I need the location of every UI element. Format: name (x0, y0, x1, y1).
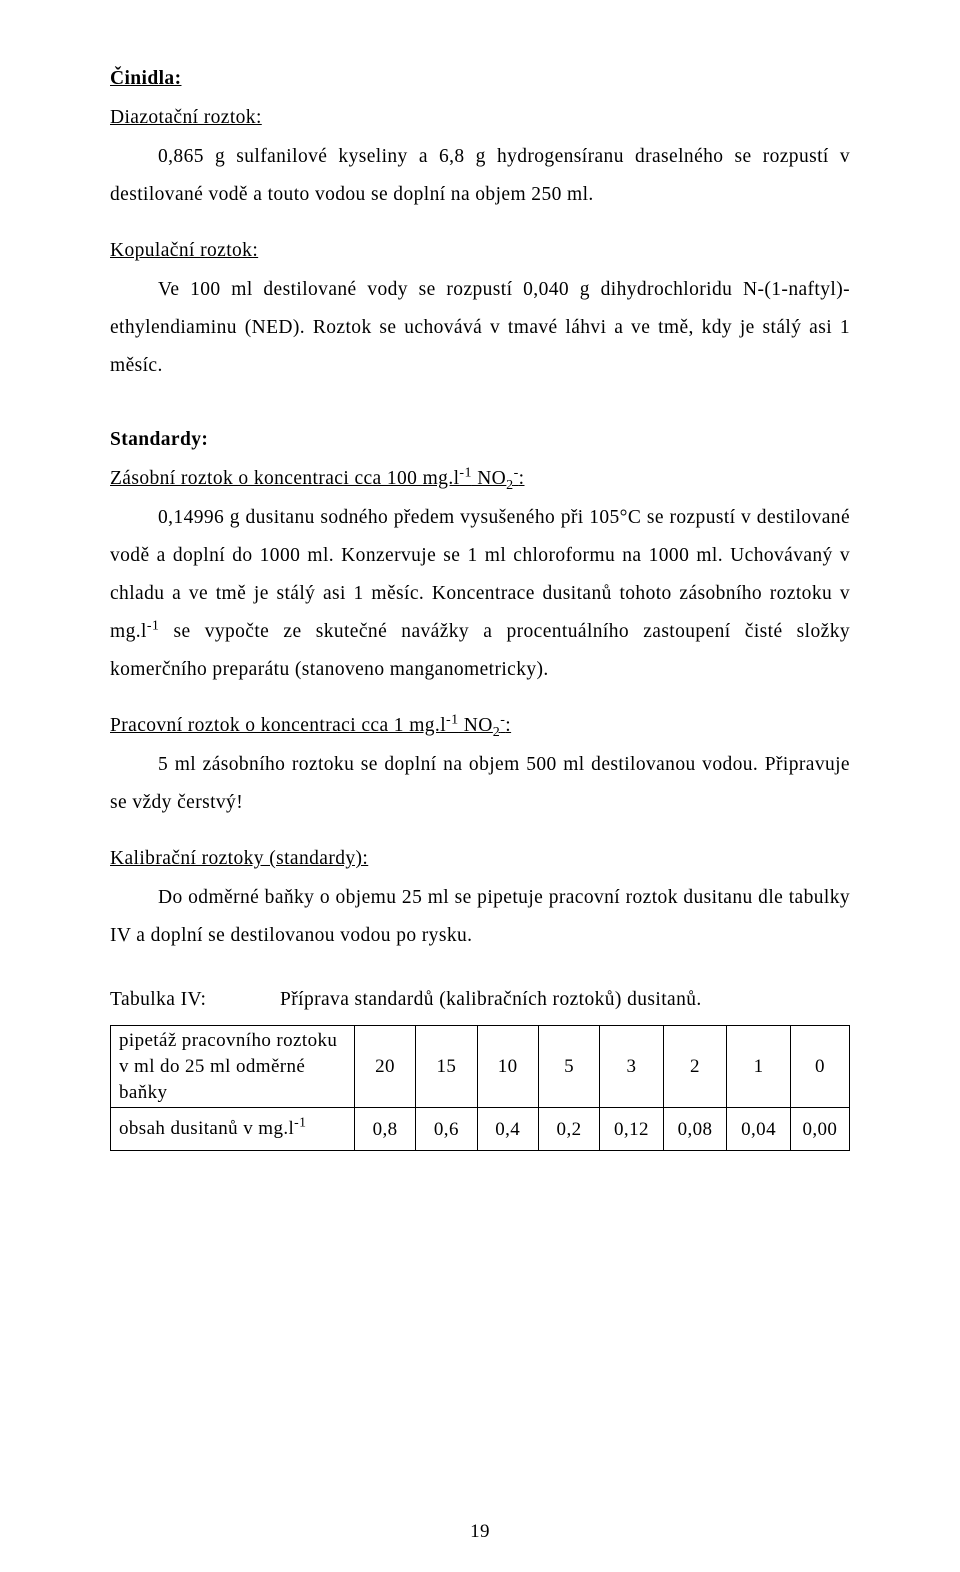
zasobni-body-b: se vypočte ze skutečné navážky a procent… (110, 621, 850, 680)
row2-label: obsah dusitanů v mg.l-1 (111, 1108, 355, 1151)
zasobni-pre: Zásobní roztok o koncentraci cca 100 mg.… (110, 468, 459, 489)
zasobni-sub: 2 (506, 477, 513, 493)
pracovni-exp: -1 (446, 712, 459, 728)
table-label-key: Tabulka IV: (110, 981, 280, 1019)
cell: 0,00 (790, 1108, 849, 1151)
document-page: Činidla: Diazotační roztok: 0,865 g sulf… (0, 0, 960, 1572)
pracovni-pre: Pracovní roztok o koncentraci cca 1 mg.l (110, 715, 446, 736)
standards-table: pipetáž pracovního roztoku v ml do 25 ml… (110, 1025, 850, 1151)
row2-label-a: obsah dusitanů v mg.l (119, 1118, 294, 1139)
subheading-kopul: Kopulační roztok: (110, 232, 850, 270)
paragraph-kalibr: Do odměrné baňky o objemu 25 ml se pipet… (110, 879, 850, 955)
cell: 0,04 (727, 1108, 791, 1151)
cell: 0 (790, 1026, 849, 1108)
heading-cinidla: Činidla: (110, 60, 850, 98)
heading-standardy: Standardy: (110, 421, 850, 459)
table-row: obsah dusitanů v mg.l-1 0,8 0,6 0,4 0,2 … (111, 1108, 850, 1151)
table-label-text: Příprava standardů (kalibračních roztoků… (280, 989, 702, 1010)
cell: 5 (538, 1026, 599, 1108)
table-caption: Tabulka IV:Příprava standardů (kalibračn… (110, 981, 850, 1019)
subheading-zasobni: Zásobní roztok o koncentraci cca 100 mg.… (110, 460, 850, 498)
paragraph-zasobni: 0,14996 g dusitanu sodného předem vysuše… (110, 499, 850, 689)
zasobni-body-exp: -1 (147, 618, 160, 634)
cell: 3 (600, 1026, 664, 1108)
paragraph-kopul: Ve 100 ml destilované vody se rozpustí 0… (110, 271, 850, 385)
pracovni-end: : (505, 715, 511, 736)
cell: 0,12 (600, 1108, 664, 1151)
cell: 0,6 (416, 1108, 477, 1151)
zasobni-end: : (519, 468, 525, 489)
pracovni-mid: NO (459, 715, 493, 736)
zasobni-exp: -1 (459, 465, 472, 481)
cell: 0,4 (477, 1108, 538, 1151)
table-row: pipetáž pracovního roztoku v ml do 25 ml… (111, 1026, 850, 1108)
paragraph-diazo: 0,865 g sulfanilové kyseliny a 6,8 g hyd… (110, 138, 850, 214)
subheading-pracovni: Pracovní roztok o koncentraci cca 1 mg.l… (110, 707, 850, 745)
cell: 15 (416, 1026, 477, 1108)
cell: 10 (477, 1026, 538, 1108)
page-number: 19 (0, 1513, 960, 1550)
paragraph-pracovni: 5 ml zásobního roztoku se doplní na obje… (110, 746, 850, 822)
cell: 0,08 (663, 1108, 727, 1151)
row1-label: pipetáž pracovního roztoku v ml do 25 ml… (111, 1026, 355, 1108)
cell: 0,2 (538, 1108, 599, 1151)
row2-label-exp: -1 (294, 1115, 306, 1130)
cell: 0,8 (354, 1108, 415, 1151)
zasobni-mid: NO (472, 468, 506, 489)
subheading-diazo: Diazotační roztok: (110, 99, 850, 137)
subheading-kalibr: Kalibrační roztoky (standardy): (110, 840, 850, 878)
cell: 20 (354, 1026, 415, 1108)
cell: 2 (663, 1026, 727, 1108)
cell: 1 (727, 1026, 791, 1108)
